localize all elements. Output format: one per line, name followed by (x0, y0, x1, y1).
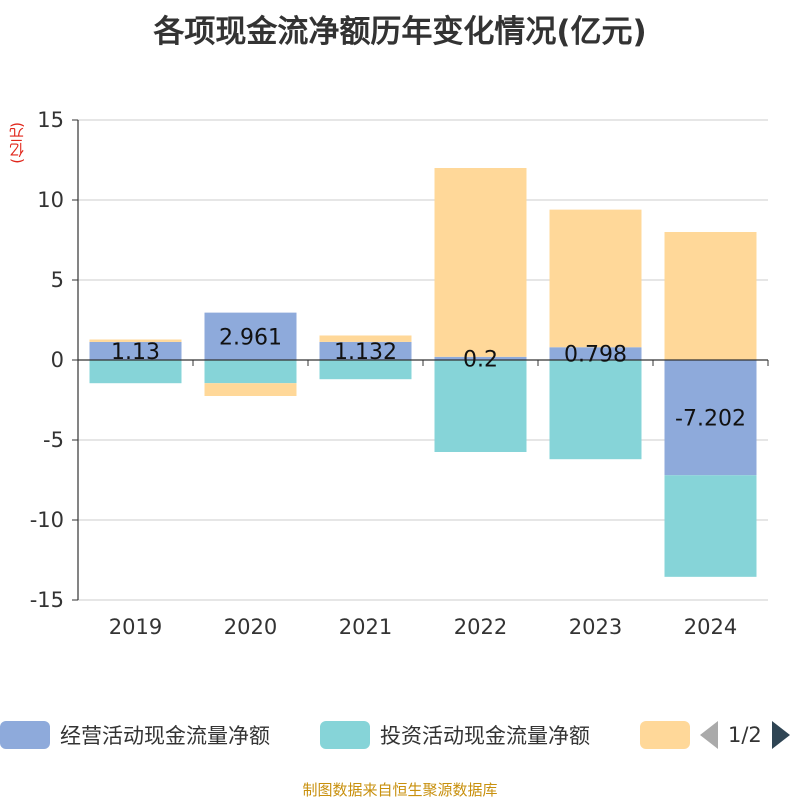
bar-1 (549, 347, 642, 360)
x-tick-label: 2019 (109, 615, 162, 639)
legend-page-indicator: 1/2 (728, 723, 762, 747)
bar-3 (204, 383, 297, 396)
chart-plot: 15 10 5 0 -5 -10 -15 2019 2020 2021 2022 2023 2024 1… (30, 108, 769, 639)
legend-label-operating: 经营活动现金流量净额 (60, 724, 270, 748)
axes: 15 10 5 0 -5 -10 -15 2019 2020 2021 2022 2023 2024 (30, 108, 769, 639)
data-label: 0.2 (463, 347, 498, 372)
y-tick-label: -10 (30, 508, 64, 532)
data-label: 0.798 (564, 343, 627, 368)
x-tick-label: 2021 (339, 615, 392, 639)
bar-2 (434, 360, 527, 452)
gridlines (78, 119, 768, 601)
bar-1 (319, 341, 412, 360)
legend-item-operating[interactable]: 经营活动现金流量净额 (0, 717, 270, 753)
bar-2 (204, 360, 297, 384)
data-label: -7.202 (675, 407, 746, 432)
bar-2 (549, 360, 642, 460)
legend-next-arrow-icon[interactable] (771, 721, 790, 749)
bar-1 (434, 356, 527, 360)
data-labels: 1.13 2.961 1.132 0.2 0.798 -7.202 (111, 325, 746, 431)
bar-1 (89, 341, 182, 360)
data-label: 2.961 (219, 325, 282, 350)
y-tick-label: 5 (51, 268, 64, 292)
bar-3 (89, 339, 182, 342)
data-label: 1.13 (111, 340, 160, 365)
x-tick-label: 2024 (684, 615, 737, 639)
legend-prev-arrow-icon[interactable] (700, 721, 718, 749)
x-tick-label: 2020 (224, 615, 277, 639)
bars (89, 168, 757, 577)
y-tick-label: 10 (37, 188, 64, 212)
chart-title: 各项现金流净额历年变化情况(亿元) (153, 14, 647, 50)
x-tick-label: 2023 (569, 615, 622, 639)
bar-3 (549, 209, 642, 348)
legend-label-investing: 投资活动现金流量净额 (380, 724, 590, 748)
legend-swatch-financing (640, 721, 690, 749)
legend-item-investing[interactable]: 投资活动现金流量净额 (320, 717, 590, 753)
bar-3 (434, 168, 527, 357)
bar-2 (89, 360, 182, 384)
bar-1 (204, 312, 297, 360)
legend-item-financing[interactable] (640, 717, 700, 753)
bar-3 (319, 335, 412, 342)
y-tick-label: -5 (43, 428, 64, 452)
x-tick-label: 2022 (454, 615, 507, 639)
legend-swatch-operating (0, 721, 50, 749)
bar-1 (664, 360, 757, 476)
y-tick-label: -15 (30, 588, 64, 612)
y-tick-label: 0 (51, 348, 64, 372)
legend: 经营活动现金流量净额 投资活动现金流量净额 1/2 (0, 717, 800, 753)
bar-2 (319, 360, 412, 380)
legend-pager: 1/2 (700, 717, 790, 753)
bar-2 (664, 475, 757, 577)
y-tick-label: 15 (37, 108, 64, 132)
source-note: 制图数据来自恒生聚源数据库 (302, 781, 498, 799)
bar-3 (664, 232, 757, 360)
legend-swatch-investing (320, 721, 370, 749)
data-label: 1.132 (334, 340, 397, 365)
